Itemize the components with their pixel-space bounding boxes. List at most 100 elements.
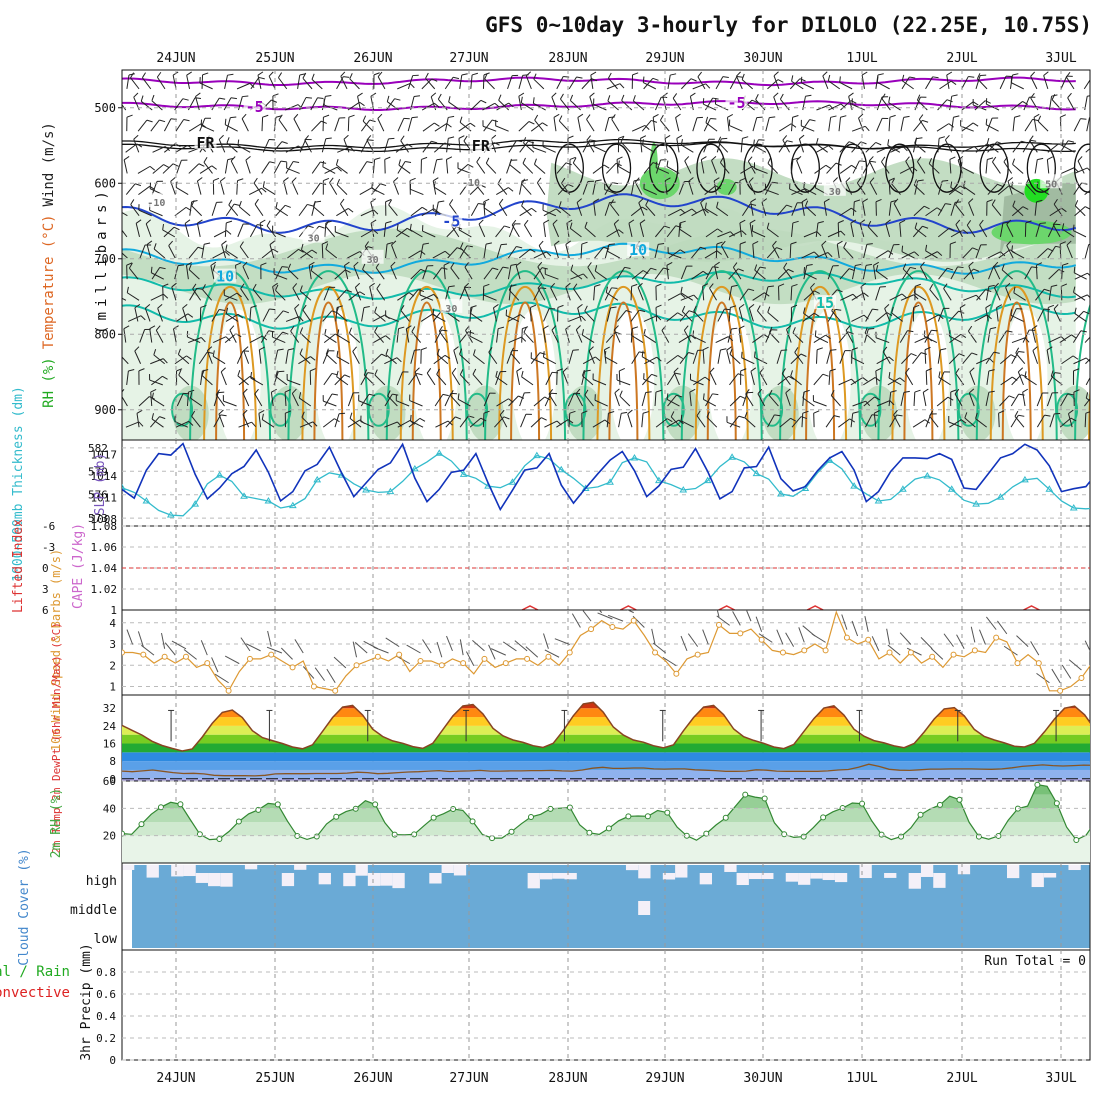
wind-barb-flag [412,117,418,118]
wind-barb-flag [768,158,771,163]
wind-barb-flag [229,200,232,205]
wind-barb [1097,350,1098,364]
wind-barb-flag [1030,136,1034,141]
wind-barb-flag [591,72,596,75]
wind-barb-flag [273,94,279,96]
wind-barb [348,117,349,131]
wind-barb-flag [213,178,219,180]
data-point [509,829,514,834]
data-point [290,665,295,670]
data-point [205,661,210,666]
cloud-row-label: middle [70,903,117,918]
wind-barb [1085,641,1092,655]
wind-barb-flag [1073,225,1074,231]
wind-barb [987,118,992,131]
temp-band [122,726,1090,735]
wind-barb-flag [922,120,928,122]
wind-barb-flag [559,116,562,121]
wind-barb-flag [877,76,878,82]
data-point [610,625,615,630]
ylabel-part: Temperature (°C) [41,214,57,349]
data-point [860,801,865,806]
run-total: Run Total = 0 [984,954,1086,969]
cloud-gap [540,873,552,879]
wind-barb [1052,669,1060,683]
wind-barb-flag [724,309,730,310]
wind-barb-flag [535,115,538,120]
wind-barb [741,138,742,152]
data-point [247,656,252,661]
wind-barb [447,138,449,152]
wind-barb [315,668,324,681]
wind-barb-flag [499,199,503,204]
contour-label: 10 [629,241,647,259]
wind-barb [838,223,839,237]
wind-barb-flag [849,142,855,144]
contour-label: -10 [147,198,165,209]
wind-barb-flag [127,115,133,117]
date-label-bottom: 28JUN [548,1071,587,1086]
wind-barb [557,76,563,88]
wind-barb [124,160,127,174]
data-point [141,652,146,657]
wind-barb-flag [477,157,480,162]
wind-barb [681,145,693,152]
wind-barb-flag [434,181,435,187]
y-tick-label: 1.04 [91,562,118,575]
wind-barb-flag [677,135,682,138]
wind-barb-flag [1008,177,1013,181]
contour-label: 30 [829,187,841,198]
wind-barb-flag [321,121,327,123]
wind-barb [423,640,432,653]
wind-barb-flag [363,116,365,121]
wind-barb-flag [701,157,706,160]
data-point [589,627,594,632]
data-point [397,652,402,657]
wind-barb [214,230,226,236]
wind-barb [279,120,287,131]
wind-barb-flag [823,72,827,76]
wind-barb-flag [805,95,811,96]
wind-barb-flag [522,180,528,181]
wind-barb [126,144,137,152]
wind-barb [940,81,952,89]
wind-barb-flag [673,93,676,98]
wind-barb-flag [596,180,602,181]
cloud-gap [921,865,933,877]
data-point [780,650,785,655]
wind-barb-flag [889,97,890,103]
wind-barb-flag [231,98,237,99]
wind-barb-flag [472,73,478,75]
wind-barb-flag [1081,331,1087,332]
wind-barb-flag [698,72,702,77]
wind-barb [1044,76,1048,89]
contour-label: -5 [442,213,460,231]
wind-barb-flag [135,184,141,186]
wind-barb-flag [1099,246,1100,252]
wind-barb [335,118,340,131]
wind-barb [676,118,679,132]
wind-barb [829,117,831,131]
wind-barb-flag [1034,114,1039,117]
data-point [503,661,508,666]
wind-barb-flag [448,116,454,117]
wind-barb [801,83,814,89]
date-label-bottom: 2JUL [946,1071,977,1086]
wind-barb [491,139,495,152]
rh-green-patch [992,220,1072,244]
cloud-ylabel: Cloud Cover (%) [17,848,32,965]
wind-barb [262,162,270,174]
wind-barb-flag [378,114,382,118]
wind-barb-flag [387,96,389,102]
wind-barb [337,185,347,195]
wind-barb-flag [539,241,543,245]
wind-barb-flag [325,95,331,96]
cloud-gap [1007,865,1019,878]
wind-barb-flag [453,77,459,78]
temp-band [122,744,1090,753]
wind-barb-flag [115,203,116,209]
data-point [645,814,650,819]
wind-barb [1087,117,1090,131]
wind-barb-flag [374,73,380,75]
wind-barb-flag [358,93,363,96]
